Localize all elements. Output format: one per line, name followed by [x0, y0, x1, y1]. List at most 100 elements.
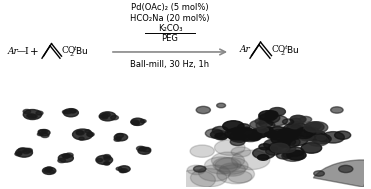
- Text: CO: CO: [272, 45, 286, 54]
- Circle shape: [62, 154, 70, 158]
- Circle shape: [259, 111, 278, 120]
- Circle shape: [309, 123, 321, 129]
- Circle shape: [288, 122, 302, 129]
- Circle shape: [312, 134, 331, 144]
- Text: CO: CO: [61, 46, 75, 55]
- Circle shape: [260, 113, 280, 123]
- Circle shape: [76, 131, 83, 134]
- Circle shape: [232, 150, 270, 170]
- Circle shape: [111, 115, 118, 120]
- Circle shape: [253, 147, 275, 159]
- Circle shape: [230, 138, 245, 146]
- Circle shape: [220, 163, 246, 176]
- Circle shape: [58, 159, 66, 163]
- Circle shape: [246, 132, 260, 139]
- Circle shape: [139, 147, 146, 151]
- Circle shape: [285, 125, 303, 134]
- Circle shape: [238, 129, 260, 140]
- Circle shape: [45, 168, 52, 172]
- Circle shape: [229, 132, 250, 142]
- Circle shape: [114, 134, 128, 141]
- Circle shape: [116, 167, 122, 170]
- Circle shape: [257, 155, 269, 160]
- Circle shape: [257, 127, 268, 133]
- Circle shape: [118, 166, 130, 172]
- Circle shape: [266, 131, 280, 138]
- Circle shape: [268, 142, 290, 153]
- Circle shape: [269, 129, 289, 140]
- Circle shape: [232, 128, 251, 137]
- Circle shape: [131, 118, 144, 125]
- Circle shape: [256, 120, 275, 130]
- Text: Ar: Ar: [240, 45, 251, 54]
- Circle shape: [322, 132, 344, 143]
- Circle shape: [103, 113, 110, 117]
- Circle shape: [314, 171, 324, 176]
- Circle shape: [265, 130, 275, 135]
- Circle shape: [65, 153, 73, 157]
- Circle shape: [214, 140, 245, 155]
- Circle shape: [101, 114, 108, 118]
- Circle shape: [228, 171, 252, 183]
- Circle shape: [210, 130, 227, 139]
- Circle shape: [299, 133, 313, 141]
- Circle shape: [283, 153, 292, 158]
- Circle shape: [249, 135, 260, 140]
- Circle shape: [37, 133, 43, 136]
- Text: +: +: [30, 47, 38, 57]
- Circle shape: [232, 127, 245, 134]
- Circle shape: [282, 139, 296, 145]
- Circle shape: [234, 129, 256, 141]
- Circle shape: [96, 155, 113, 164]
- Circle shape: [281, 137, 292, 143]
- Circle shape: [18, 148, 26, 152]
- Circle shape: [132, 122, 139, 125]
- Circle shape: [97, 159, 102, 162]
- Circle shape: [286, 147, 304, 156]
- Circle shape: [278, 141, 290, 147]
- Circle shape: [58, 154, 73, 162]
- Circle shape: [70, 110, 76, 113]
- Circle shape: [267, 115, 288, 126]
- Circle shape: [214, 133, 228, 140]
- Circle shape: [231, 147, 251, 157]
- Circle shape: [104, 157, 110, 160]
- Circle shape: [267, 127, 288, 137]
- Circle shape: [15, 152, 22, 156]
- Circle shape: [131, 120, 139, 125]
- Circle shape: [269, 108, 285, 116]
- Circle shape: [87, 132, 94, 136]
- Circle shape: [290, 115, 306, 123]
- Circle shape: [213, 126, 229, 135]
- Circle shape: [119, 170, 125, 173]
- Circle shape: [62, 110, 68, 113]
- Circle shape: [187, 165, 206, 175]
- Circle shape: [85, 130, 90, 133]
- Circle shape: [38, 130, 46, 134]
- Circle shape: [27, 114, 36, 118]
- Circle shape: [285, 134, 308, 146]
- Circle shape: [205, 129, 223, 138]
- Circle shape: [270, 143, 289, 153]
- Circle shape: [241, 127, 252, 132]
- Circle shape: [217, 103, 226, 108]
- Circle shape: [64, 110, 71, 114]
- Circle shape: [190, 145, 214, 157]
- Circle shape: [204, 157, 238, 174]
- Circle shape: [44, 169, 50, 172]
- Circle shape: [263, 127, 273, 132]
- Circle shape: [282, 150, 304, 161]
- Circle shape: [283, 124, 302, 134]
- Circle shape: [265, 116, 275, 121]
- Circle shape: [276, 151, 292, 159]
- Circle shape: [290, 124, 312, 135]
- Circle shape: [296, 127, 316, 137]
- Circle shape: [239, 130, 262, 142]
- Circle shape: [42, 167, 56, 174]
- Circle shape: [23, 109, 30, 113]
- Circle shape: [198, 165, 230, 181]
- Circle shape: [303, 130, 325, 141]
- Circle shape: [266, 147, 281, 155]
- Circle shape: [335, 131, 351, 139]
- Circle shape: [265, 111, 278, 117]
